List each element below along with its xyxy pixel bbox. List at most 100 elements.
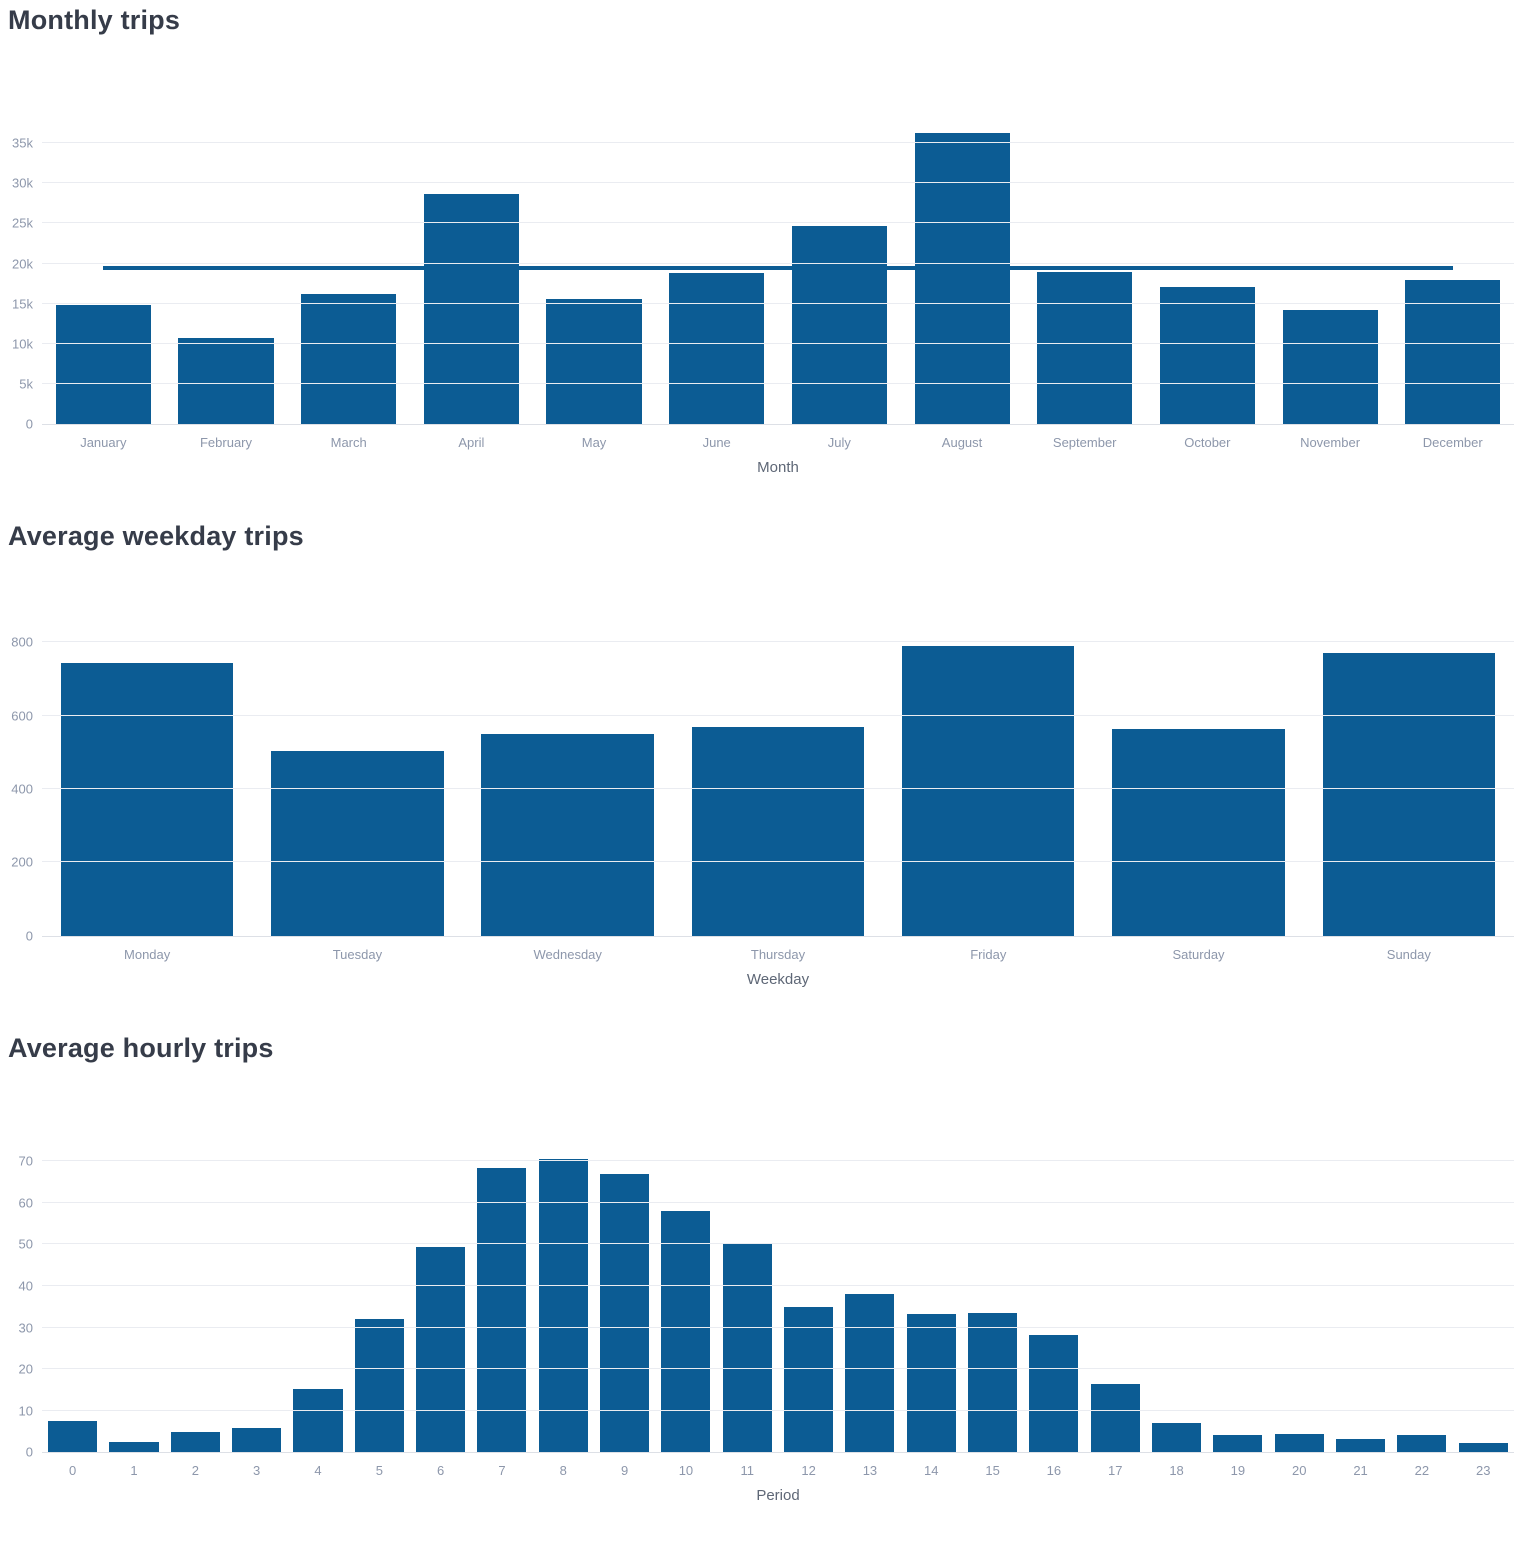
plot-wrap: 0 5k 10k 15k 20k 25k 30k 35k — [12, 100, 1514, 431]
bar-13[interactable] — [845, 1294, 895, 1453]
bar-17[interactable] — [1090, 1384, 1140, 1453]
bar-cell — [42, 1128, 103, 1453]
bar-cell — [655, 1128, 716, 1453]
bar-June[interactable] — [669, 273, 765, 425]
bar-Friday[interactable] — [902, 646, 1075, 936]
bar-14[interactable] — [906, 1313, 956, 1453]
bar-cell — [533, 100, 656, 425]
bar-15[interactable] — [968, 1313, 1018, 1453]
x-tick-label: November — [1300, 435, 1361, 451]
bar-1[interactable] — [109, 1441, 159, 1453]
bar-cell — [165, 100, 288, 425]
bar-20[interactable] — [1274, 1433, 1324, 1453]
x-tick-label: March — [330, 435, 367, 451]
bar-10[interactable] — [661, 1211, 711, 1453]
bar-cell — [252, 617, 462, 936]
chart-title-weekday: Average weekday trips — [8, 521, 304, 552]
bar-cell — [1391, 100, 1514, 425]
monthly-trips-chart: Monthly trips 0 5k 10k 15k 20k 25k 30k 35k Janu… — [0, 4, 1536, 476]
y-tick-label: 10 — [18, 1403, 33, 1419]
bar-cell — [410, 1128, 471, 1453]
x-tick-label: 5 — [375, 1463, 383, 1479]
bar-April[interactable] — [423, 194, 519, 425]
bar-Monday[interactable] — [60, 662, 234, 936]
bar-January[interactable] — [55, 305, 151, 425]
bar-7[interactable] — [477, 1167, 527, 1453]
bar-March[interactable] — [301, 294, 397, 425]
bar-cell — [410, 100, 533, 425]
plot-area: 0 10 20 30 40 50 60 70 — [19, 1128, 1514, 1459]
x-tick-label: May — [581, 435, 607, 451]
bar-Tuesday[interactable] — [271, 750, 444, 936]
bar-Wednesday[interactable] — [481, 734, 654, 936]
x-axis-ticks: 0 1 2 3 4 5 6 7 8 9 10 11 12 13 14 15 16 17 18 19 20 21 22 23 — [42, 1463, 1514, 1478]
bar-cell — [103, 1128, 164, 1453]
x-axis-label: Weekday — [746, 970, 810, 988]
bar-December[interactable] — [1405, 280, 1501, 425]
bar-5[interactable] — [354, 1319, 404, 1453]
bar-September[interactable] — [1037, 271, 1133, 425]
x-tick-label: February — [199, 435, 253, 451]
y-tick-label: 10k — [12, 336, 33, 352]
bar-4[interactable] — [293, 1388, 343, 1453]
bar-Sunday[interactable] — [1322, 653, 1496, 936]
bar-3[interactable] — [232, 1428, 282, 1453]
bar-cell — [471, 1128, 532, 1453]
bar-cell — [778, 100, 901, 425]
bar-0[interactable] — [48, 1421, 98, 1453]
x-tick-label: September — [1052, 435, 1117, 451]
bar-August[interactable] — [914, 133, 1010, 425]
bar-cell — [1023, 1128, 1084, 1453]
y-tick-label: 800 — [11, 634, 33, 650]
x-tick-label: December — [1422, 435, 1483, 451]
x-tick-label: 16 — [1046, 1463, 1062, 1479]
bar-12[interactable] — [784, 1306, 834, 1453]
bar-November[interactable] — [1282, 310, 1378, 425]
x-tick-label: July — [827, 435, 851, 451]
x-tick-label: 8 — [559, 1463, 567, 1479]
bar-July[interactable] — [791, 225, 887, 425]
bar-cell — [1330, 1128, 1391, 1453]
bar-cell — [287, 100, 410, 425]
bar-cell — [287, 1128, 348, 1453]
x-axis-ticks: January February March April May June July Augu… — [42, 435, 1514, 450]
bar-cell — [1146, 100, 1269, 425]
bar-Saturday[interactable] — [1112, 728, 1285, 936]
bar-2[interactable] — [170, 1432, 220, 1453]
bar-cell — [717, 1128, 778, 1453]
bar-October[interactable] — [1159, 286, 1255, 425]
bar-23[interactable] — [1458, 1443, 1508, 1453]
bar-February[interactable] — [178, 337, 274, 425]
bars-row — [42, 617, 1514, 936]
x-tick-label: 13 — [862, 1463, 878, 1479]
bar-cell — [778, 1128, 839, 1453]
bar-cell — [349, 1128, 410, 1453]
bar-cell — [533, 1128, 594, 1453]
x-tick-label: 9 — [621, 1463, 629, 1479]
bar-19[interactable] — [1213, 1434, 1263, 1453]
bar-9[interactable] — [600, 1173, 650, 1453]
bar-8[interactable] — [538, 1159, 588, 1453]
bar-cell — [962, 1128, 1023, 1453]
y-tick-label: 30 — [18, 1320, 33, 1336]
bar-cell — [226, 1128, 287, 1453]
bar-May[interactable] — [546, 298, 642, 425]
bar-21[interactable] — [1336, 1438, 1386, 1453]
bar-Thursday[interactable] — [691, 726, 865, 936]
x-tick-label: 6 — [437, 1463, 445, 1479]
y-tick-label: 0 — [25, 416, 33, 432]
x-axis-ticks: Monday Tuesday Wednesday Thursday Friday Satu… — [42, 947, 1514, 962]
x-axis-label: Period — [756, 1487, 800, 1505]
plot-area: 0 200 400 600 800 — [11, 617, 1514, 942]
bar-16[interactable] — [1029, 1334, 1079, 1453]
bar-cell — [42, 617, 252, 936]
y-tick-label: 0 — [25, 1444, 33, 1460]
bar-11[interactable] — [722, 1244, 772, 1453]
y-tick-label: 200 — [11, 854, 33, 870]
bar-cell — [1093, 617, 1303, 936]
bar-18[interactable] — [1152, 1423, 1202, 1453]
bar-22[interactable] — [1397, 1435, 1447, 1453]
x-tick-label: Wednesday — [533, 946, 602, 962]
bar-6[interactable] — [416, 1246, 466, 1453]
